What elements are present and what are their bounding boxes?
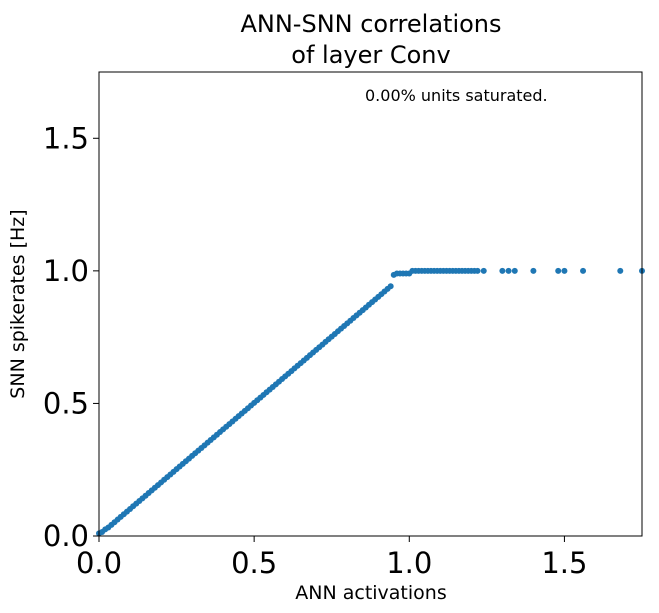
scatter-point [617, 267, 624, 274]
scatter-point [480, 267, 487, 274]
scatter-point [530, 267, 537, 274]
y-tick-label: 0.5 [43, 386, 89, 420]
y-tick-label: 1.0 [43, 254, 89, 288]
y-axis-label: SNN spikerates [Hz] [7, 209, 29, 398]
data-points [96, 267, 645, 537]
axis-ticks: 0.0 0.5 1.0 1.5 0.0 0.5 1.0 1.5 [43, 121, 588, 580]
scatter-point [499, 267, 506, 274]
x-tick-label: 0.5 [231, 546, 277, 580]
scatter-point [580, 267, 587, 274]
y-tick-label: 1.5 [43, 121, 89, 155]
chart-title-line-1: ANN-SNN correlations [240, 10, 501, 38]
plot-frame [98, 71, 643, 537]
chart-title-line-2: of layer Conv [291, 41, 450, 69]
scatter-point [561, 267, 568, 274]
scatter-point [511, 267, 518, 274]
scatter-point [387, 283, 394, 290]
saturation-annotation: 0.00% units saturated. [365, 86, 548, 105]
y-tick-label: 0.0 [43, 519, 89, 553]
x-tick-label: 0.0 [76, 546, 122, 580]
scatter-point [505, 267, 512, 274]
x-tick-label: 1.0 [386, 546, 432, 580]
scatter-point [555, 267, 562, 274]
x-tick-label: 1.5 [541, 546, 587, 580]
x-axis-label: ANN activations [295, 582, 446, 604]
scatter-point [474, 267, 481, 274]
